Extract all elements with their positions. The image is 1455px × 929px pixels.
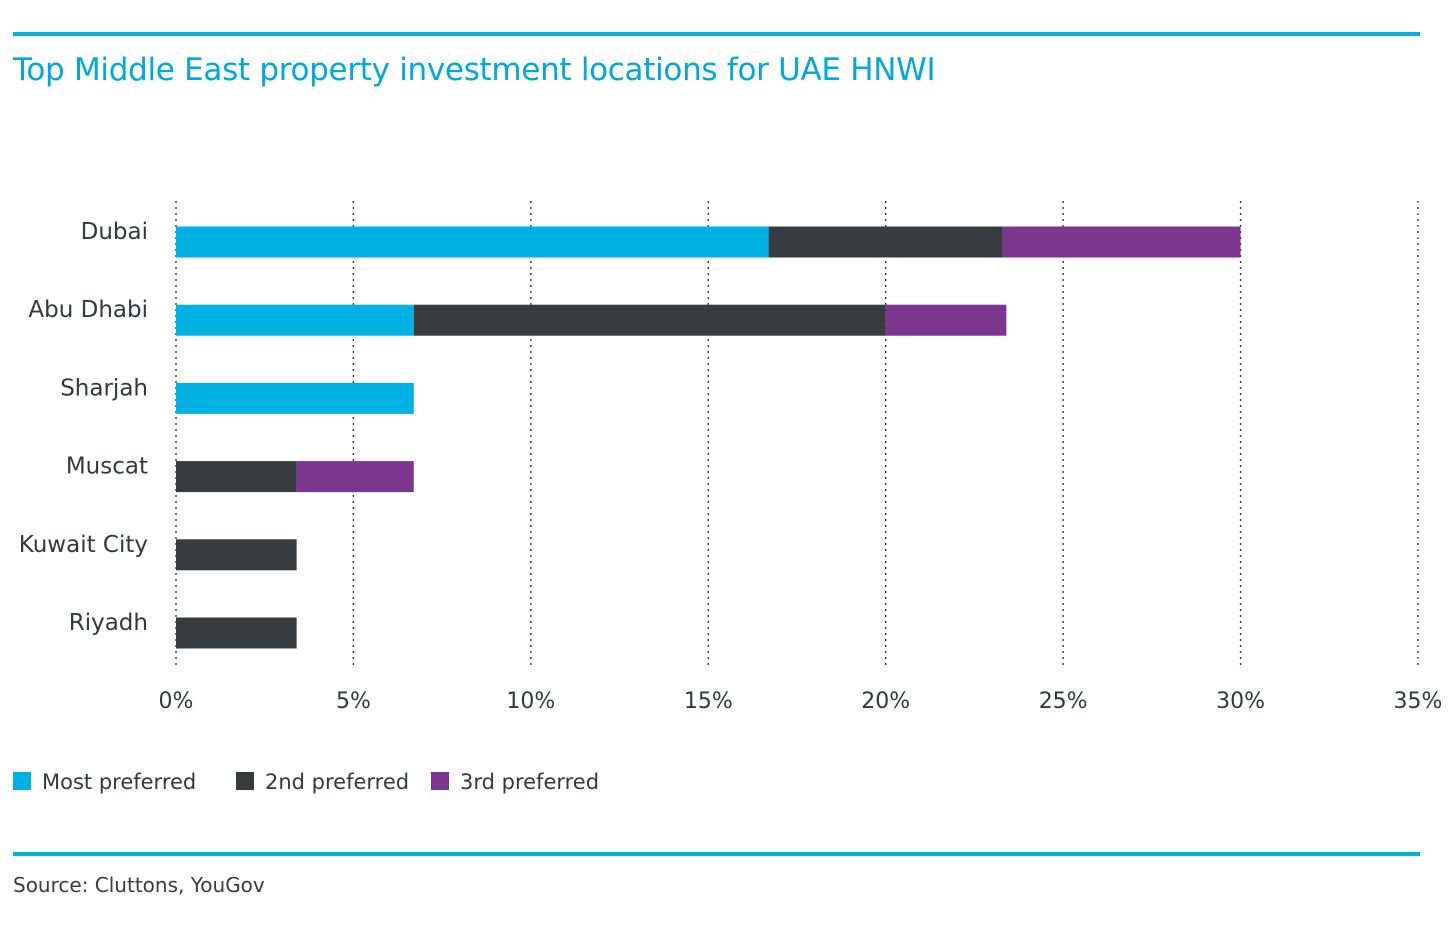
bar-segment xyxy=(768,226,1003,258)
legend-swatch xyxy=(236,772,254,790)
bar-segment xyxy=(296,461,414,493)
legend-swatch xyxy=(431,772,449,790)
x-tick-label: 0% xyxy=(159,689,194,714)
category-label: Kuwait City xyxy=(19,532,148,558)
chart-title: Top Middle East property investment loca… xyxy=(13,52,936,88)
top-accent-rule xyxy=(13,32,1420,36)
bar-segment xyxy=(176,461,297,493)
x-tick-label: 35% xyxy=(1394,689,1443,714)
bars xyxy=(176,226,1241,649)
x-tick-label: 30% xyxy=(1216,689,1265,714)
bar-segment xyxy=(176,382,414,414)
legend: Most preferred 2nd preferred 3rd preferred xyxy=(13,770,599,794)
bar-segment xyxy=(413,304,886,336)
bar-segment xyxy=(176,226,769,258)
x-tick-label: 10% xyxy=(506,689,555,714)
category-label: Sharjah xyxy=(60,375,148,401)
x-tick-label: 20% xyxy=(861,689,910,714)
x-tick-labels: 0% 5% 10% 15% 20% 25% 30% 35% xyxy=(159,689,1443,714)
gridlines xyxy=(175,201,1419,667)
x-tick-label: 15% xyxy=(684,689,733,714)
category-label: Abu Dhabi xyxy=(28,297,148,323)
legend-label: Most preferred xyxy=(42,770,196,794)
x-tick-label: 5% xyxy=(336,689,371,714)
legend-label: 3rd preferred xyxy=(460,770,599,794)
legend-swatch xyxy=(13,772,31,790)
category-labels: Dubai Abu Dhabi Sharjah Muscat Kuwait City Ri… xyxy=(19,219,148,636)
bar-segment xyxy=(176,617,297,649)
bar-segment xyxy=(176,304,414,336)
x-tick-label: 25% xyxy=(1039,689,1088,714)
bottom-accent-rule xyxy=(13,852,1420,856)
category-label: Dubai xyxy=(81,219,148,245)
bar-segment xyxy=(885,304,1007,336)
legend-label: 2nd preferred xyxy=(265,770,409,794)
category-label: Muscat xyxy=(66,454,148,480)
bar-segment xyxy=(176,539,297,571)
bar-segment xyxy=(1002,226,1241,258)
source-note: Source: Cluttons, YouGov xyxy=(13,873,265,897)
category-label: Riyadh xyxy=(69,610,148,636)
